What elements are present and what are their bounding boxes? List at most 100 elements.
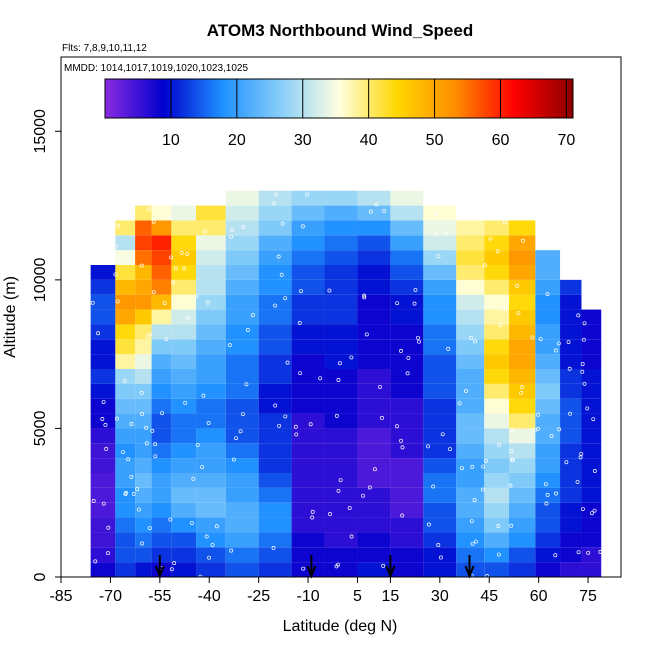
heatmap-cell: [357, 562, 391, 577]
sample-point: [136, 507, 141, 512]
heatmap-cell: [423, 398, 457, 414]
sample-point: [509, 427, 514, 432]
heatmap-cell: [390, 324, 424, 340]
sample-point: [519, 390, 524, 395]
heatmap-cell: [535, 562, 561, 577]
sample-point: [113, 244, 118, 249]
heatmap-cell: [357, 369, 391, 384]
heatmap-cell: [423, 339, 457, 355]
sample-point: [379, 415, 384, 420]
heatmap-cell: [560, 487, 582, 503]
sample-point: [271, 545, 276, 550]
heatmap-cell: [135, 458, 152, 473]
heatmap-cell: [581, 458, 602, 473]
heatmap-cell: [258, 354, 292, 369]
heatmap-cell: [258, 324, 292, 340]
sample-point: [361, 493, 365, 498]
heatmap-cell: [90, 354, 116, 369]
sample-point: [106, 525, 111, 530]
sample-point: [586, 550, 591, 555]
sample-point: [181, 266, 186, 271]
sample-point: [167, 215, 172, 220]
heatmap-cell: [90, 265, 116, 280]
y-tick-label: 0: [32, 572, 49, 581]
heatmap-cell: [135, 250, 152, 265]
heatmap-cell: [357, 250, 391, 265]
sample-point: [160, 411, 165, 416]
sample-point: [481, 464, 486, 469]
heatmap-cell: [390, 220, 424, 236]
heatmap-cell: [390, 294, 424, 310]
sample-point: [530, 335, 535, 340]
heatmap-cell: [135, 339, 152, 355]
heatmap-cell: [115, 517, 136, 533]
heatmap-cell: [115, 547, 136, 563]
heatmap-cell: [258, 339, 292, 355]
heatmap-cell: [484, 265, 509, 280]
heatmap-cell: [456, 354, 485, 369]
heatmap-cell: [509, 443, 536, 459]
ground-arrow-head: [306, 565, 317, 579]
heatmap-cell: [390, 473, 424, 488]
heatmap-cell: [90, 532, 116, 548]
heatmap-cell: [357, 502, 391, 518]
heatmap-cell: [509, 473, 536, 488]
sample-point: [150, 428, 155, 433]
heatmap-cell: [357, 205, 391, 221]
sample-point: [153, 454, 158, 459]
sample-point: [186, 315, 191, 320]
heatmap-cell: [196, 487, 226, 503]
heatmap-cell: [423, 487, 457, 503]
heatmap-cell: [135, 428, 152, 444]
heatmap-cell: [90, 487, 116, 503]
sample-point: [283, 296, 288, 301]
heatmap-cell: [291, 235, 325, 251]
sample-point: [399, 438, 403, 443]
heatmap-cell: [171, 413, 197, 429]
heatmap-cell: [135, 562, 152, 577]
heatmap-cell: [258, 487, 292, 503]
heatmap-cell: [171, 473, 197, 488]
heatmap-cell: [581, 443, 602, 459]
heatmap-cell: [560, 339, 582, 355]
heatmap-cell: [357, 532, 391, 548]
heatmap-cell: [135, 413, 152, 429]
heatmap-cell: [225, 324, 259, 340]
heatmap-cell: [324, 443, 358, 459]
heatmap-cell: [456, 487, 485, 503]
sample-point: [395, 424, 399, 429]
heatmap-cell: [581, 473, 602, 488]
sample-points: [90, 192, 603, 577]
heatmap-cell: [423, 443, 457, 459]
heatmap-cell: [151, 220, 172, 236]
sample-point: [482, 263, 487, 268]
heatmap-cell: [135, 369, 152, 384]
heatmap-cell: [291, 473, 325, 488]
heatmap-cell: [456, 265, 485, 280]
heatmap-cell: [225, 190, 259, 206]
heatmap-cell: [423, 502, 457, 518]
heatmap-cell: [196, 279, 226, 295]
sample-point: [300, 224, 305, 229]
sample-point: [576, 550, 581, 555]
heatmap-cell: [560, 443, 582, 459]
heatmap-cell: [135, 502, 152, 518]
sample-point: [310, 515, 315, 520]
heatmap-cell: [196, 547, 226, 563]
heatmap-cell: [423, 324, 457, 340]
heatmap-cell: [560, 324, 582, 340]
heatmap-cell: [171, 458, 197, 473]
heatmap-cell: [151, 443, 172, 459]
heatmap-cell: [390, 354, 424, 369]
heatmap-cell: [456, 220, 485, 236]
heatmap-cell: [115, 324, 136, 340]
heatmap-cell: [324, 532, 358, 548]
sample-point: [104, 446, 109, 451]
y-axis-label: Altitude (m): [2, 276, 19, 358]
sample-point: [135, 487, 140, 492]
sample-point: [472, 498, 477, 503]
heatmap-cell: [560, 398, 582, 414]
heatmap-cell: [456, 294, 485, 310]
heatmap-cell: [115, 220, 136, 236]
heatmap-cell: [390, 339, 424, 355]
